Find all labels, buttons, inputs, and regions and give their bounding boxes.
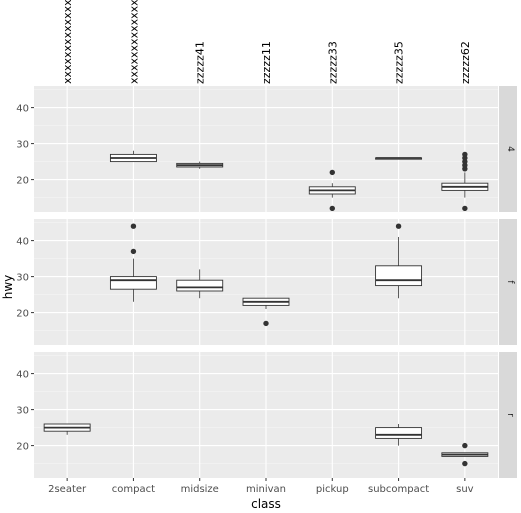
x-tick-label: suv bbox=[456, 484, 474, 495]
x-tick-label: minivan bbox=[246, 484, 286, 495]
y-tick-label: 40 bbox=[16, 237, 29, 248]
box-2seater bbox=[43, 423, 91, 435]
facet-strip-label: f bbox=[505, 280, 515, 284]
facet-strip-label: 4 bbox=[505, 146, 515, 152]
x-axis: 2seater compact midsize minivan pickup subcom… bbox=[48, 478, 474, 495]
y-tick-label: 30 bbox=[16, 406, 29, 417]
outlier-point bbox=[329, 169, 335, 176]
outlier-point bbox=[462, 442, 468, 449]
x-tick-label: pickup bbox=[316, 484, 349, 495]
y-tick-label: 40 bbox=[16, 104, 29, 115]
facet-strip-label: r bbox=[505, 413, 515, 417]
box-suv bbox=[441, 442, 489, 467]
outlier-point bbox=[130, 248, 137, 255]
outlier-point bbox=[263, 320, 269, 327]
box-suv bbox=[441, 151, 489, 212]
box-iqr bbox=[375, 427, 423, 439]
y-tick-label: 30 bbox=[16, 140, 29, 151]
y-tick-label: 30 bbox=[16, 273, 29, 284]
top-axis-labels: xxxxxxxxxxxxxxx xxxxxxxxxxxxxxxx zzzzz41 zz… bbox=[61, 0, 472, 84]
box-subcompact bbox=[375, 223, 423, 299]
top-axis-label: zzzzz11 bbox=[260, 41, 273, 84]
x-tick-label: subcompact bbox=[368, 484, 429, 495]
x-tick-label: midsize bbox=[181, 484, 219, 495]
box-midsize bbox=[176, 161, 224, 169]
top-axis-label: zzzzz33 bbox=[326, 41, 339, 84]
box-pickup bbox=[308, 169, 356, 212]
box-compact bbox=[109, 223, 157, 302]
y-tick-label: 20 bbox=[16, 442, 29, 453]
outlier-point bbox=[395, 223, 402, 229]
outlier-point bbox=[462, 151, 468, 158]
box-midsize bbox=[176, 269, 224, 299]
top-axis-label: zzzzz41 bbox=[194, 41, 207, 84]
facet-strip bbox=[499, 352, 517, 478]
facet-panel-4: 20 30 40 4 bbox=[16, 86, 517, 212]
y-axis-title: hwy bbox=[1, 275, 15, 300]
panels-layer: 20 30 40 4 20 30 40 f 20 30 40 r bbox=[16, 86, 517, 478]
outlier-point bbox=[329, 205, 335, 212]
x-tick-label: compact bbox=[112, 484, 155, 495]
box-compact bbox=[109, 150, 157, 163]
outlier-point bbox=[462, 460, 468, 467]
top-axis-label: zzzzz35 bbox=[393, 41, 406, 84]
y-tick-label: 20 bbox=[16, 176, 29, 187]
box-subcompact bbox=[375, 424, 423, 446]
box-iqr bbox=[375, 265, 423, 287]
y-tick-label: 20 bbox=[16, 309, 29, 320]
outlier-point bbox=[130, 223, 137, 229]
top-axis-label: xxxxxxxxxxxxxxx bbox=[61, 0, 74, 84]
facet-strip bbox=[499, 86, 517, 212]
box-iqr bbox=[109, 276, 157, 290]
facet-panel-r: 20 30 40 r bbox=[16, 352, 517, 478]
box-subcompact bbox=[375, 157, 423, 160]
y-tick-label: 40 bbox=[16, 370, 29, 381]
facet-strip bbox=[499, 219, 517, 345]
top-axis-label: zzzzz62 bbox=[459, 41, 472, 84]
box-minivan bbox=[242, 297, 290, 327]
outlier-point bbox=[462, 205, 468, 212]
box-iqr bbox=[176, 279, 224, 292]
facet-panel-f: 20 30 40 f bbox=[16, 219, 517, 345]
x-tick-label: 2seater bbox=[48, 484, 87, 495]
x-axis-title: class bbox=[251, 497, 281, 511]
top-axis-label: xxxxxxxxxxxxxxxx bbox=[127, 0, 140, 84]
